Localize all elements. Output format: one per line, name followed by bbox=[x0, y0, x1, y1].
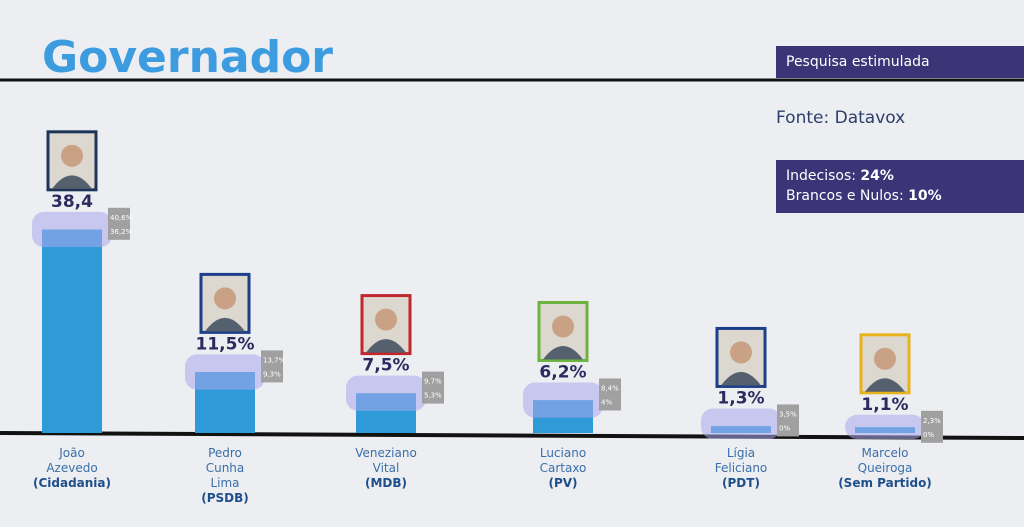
category-label: João Azevedo (Cidadania) bbox=[17, 446, 127, 491]
source: Fonte: Datavox bbox=[776, 108, 906, 128]
upper-label: 2,3% bbox=[923, 417, 941, 425]
note-label: Indecisos: bbox=[786, 168, 856, 184]
value-label: 11,5% bbox=[196, 334, 255, 354]
photo-body bbox=[366, 339, 406, 353]
value-label: 6,2% bbox=[539, 362, 586, 382]
interval-band bbox=[523, 382, 603, 418]
category-name: João Azevedo bbox=[46, 446, 98, 475]
photo-head bbox=[214, 287, 236, 310]
interval-band bbox=[346, 375, 426, 411]
photo-head bbox=[375, 308, 397, 331]
interval-tag bbox=[921, 410, 943, 443]
chart-title: Governador bbox=[42, 32, 333, 83]
category-name: Lígia Feliciano bbox=[714, 446, 768, 475]
category-label: Veneziano Vital (MDB) bbox=[331, 446, 441, 491]
photo-head bbox=[874, 347, 896, 370]
party: (Cidadania) bbox=[32, 476, 112, 490]
party: (Sem Partido) bbox=[838, 476, 932, 490]
upper-label: 40,6% bbox=[110, 214, 133, 222]
bar bbox=[42, 229, 102, 433]
interval-tag bbox=[108, 207, 130, 240]
notes: Indecisos: 24% Brancos e Nulos: 10% bbox=[776, 160, 1024, 213]
category-label: Marcelo Queiroga (Sem Partido) bbox=[830, 446, 940, 491]
note-label: Brancos e Nulos: bbox=[786, 188, 904, 204]
interval-band bbox=[701, 408, 781, 439]
upper-label: 8,4% bbox=[601, 384, 619, 392]
lower-label: 5,3% bbox=[424, 392, 442, 400]
lower-label: 0% bbox=[923, 431, 934, 439]
party: (MDB) bbox=[364, 476, 408, 490]
category-name: Veneziano Vital bbox=[355, 446, 417, 475]
upper-label: 9,7% bbox=[424, 378, 442, 386]
party: (PV) bbox=[548, 476, 578, 490]
interval-band bbox=[845, 414, 925, 439]
lower-label: 9,3% bbox=[263, 370, 281, 378]
party: (PSDB) bbox=[201, 491, 249, 505]
lower-label: 0% bbox=[779, 424, 790, 432]
category-label: Luciano Cartaxo (PV) bbox=[508, 446, 618, 491]
interval-tag bbox=[599, 378, 621, 411]
category-name: Luciano Cartaxo bbox=[539, 446, 587, 475]
photo-body bbox=[721, 371, 761, 386]
photo-body bbox=[205, 317, 245, 332]
photo-body bbox=[543, 345, 583, 360]
value-label: 38,4 bbox=[51, 192, 93, 212]
upper-label: 3,5% bbox=[779, 410, 797, 418]
party: (PDT) bbox=[722, 476, 760, 490]
note-value: 10% bbox=[908, 188, 942, 204]
lower-label: 4% bbox=[601, 398, 612, 406]
category-label: Pedro Cunha Lima (PSDB) bbox=[170, 446, 280, 506]
interval-band bbox=[185, 354, 265, 390]
lower-label: 36,2% bbox=[110, 228, 133, 236]
value-label: 1,3% bbox=[717, 388, 764, 408]
note: Indecisos: 24% bbox=[786, 166, 1014, 186]
value-label: 7,5% bbox=[362, 356, 409, 376]
photo-head bbox=[61, 144, 83, 167]
photo-body bbox=[865, 378, 905, 392]
photo-head bbox=[552, 315, 574, 338]
interval-tag bbox=[777, 404, 799, 437]
photo-body bbox=[52, 175, 92, 189]
category-name: Marcelo Queiroga bbox=[857, 446, 913, 475]
value-label: 1,1% bbox=[861, 395, 908, 415]
photo-head bbox=[730, 341, 752, 364]
category-name: Pedro Cunha Lima bbox=[205, 446, 245, 490]
upper-label: 13,7% bbox=[263, 356, 286, 364]
interval-tag bbox=[422, 371, 444, 404]
interval-tag bbox=[261, 350, 283, 383]
interval-band bbox=[32, 211, 112, 248]
note: Brancos e Nulos: 10% bbox=[786, 186, 1014, 206]
note-value: 24% bbox=[860, 168, 894, 184]
category-label: Lígia Feliciano (PDT) bbox=[686, 446, 796, 491]
subtitle: Pesquisa estimulada bbox=[776, 46, 1024, 78]
